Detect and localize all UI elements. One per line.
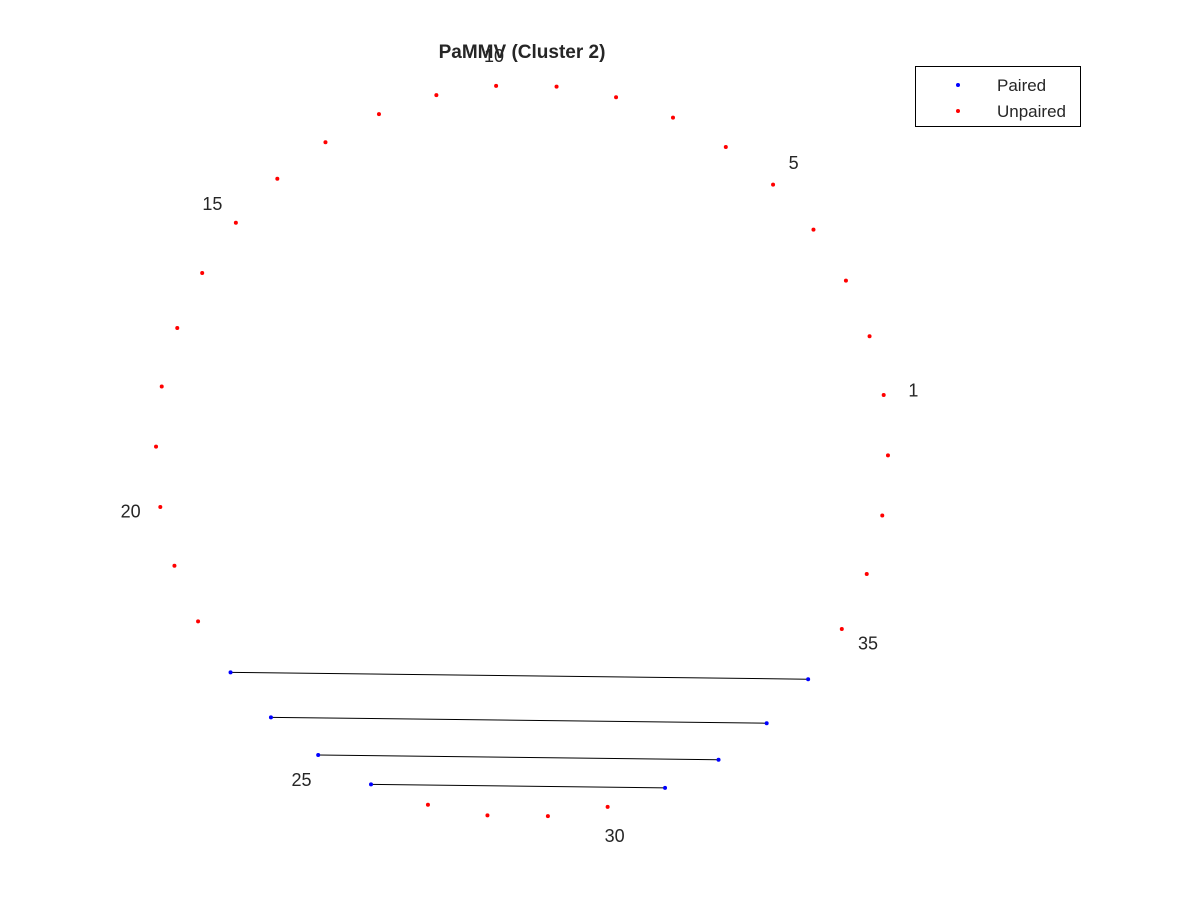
pair-line-26-31 bbox=[371, 783, 666, 789]
nucleotide-point-11 bbox=[434, 93, 439, 98]
nucleotide-point-23 bbox=[228, 670, 233, 675]
nucleotide-point-27 bbox=[425, 802, 430, 807]
nucleotide-point-20 bbox=[158, 504, 163, 509]
nucleotide-point-21 bbox=[172, 563, 177, 568]
position-label-15: 15 bbox=[202, 194, 222, 214]
nucleotide-point-31 bbox=[663, 785, 668, 790]
nucleotide-point-37 bbox=[880, 513, 885, 518]
legend-marker-unpaired bbox=[956, 109, 960, 113]
chart-title: PaMMV (Cluster 2) bbox=[439, 42, 606, 63]
nucleotide-point-33 bbox=[764, 721, 769, 726]
nucleotide-point-2 bbox=[867, 334, 872, 339]
legend-marker-paired bbox=[956, 83, 960, 87]
pair-line-25-32 bbox=[318, 754, 719, 761]
nucleotide-point-9 bbox=[554, 84, 559, 89]
pair-line-24-33 bbox=[270, 716, 767, 724]
nucleotide-point-6 bbox=[723, 144, 728, 149]
nucleotide-point-10 bbox=[494, 83, 499, 88]
nucleotide-point-8 bbox=[614, 95, 619, 100]
nucleotide-point-16 bbox=[200, 270, 205, 275]
nucleotide-point-15 bbox=[233, 220, 238, 225]
nucleotide-point-38 bbox=[885, 453, 890, 458]
nucleotide-point-19 bbox=[154, 444, 159, 449]
legend-box bbox=[915, 66, 1081, 127]
nucleotide-point-22 bbox=[196, 619, 201, 624]
nucleotide-point-4 bbox=[811, 227, 816, 232]
legend-label-unpaired: Unpaired bbox=[997, 102, 1066, 121]
nucleotide-point-24 bbox=[268, 715, 273, 720]
legend: Paired Unpaired bbox=[915, 66, 1081, 127]
nucleotide-point-28 bbox=[485, 813, 490, 818]
nucleotide-point-14 bbox=[275, 176, 280, 181]
nucleotide-point-26 bbox=[369, 782, 374, 787]
nucleotide-point-12 bbox=[376, 112, 381, 117]
position-label-20: 20 bbox=[121, 502, 141, 522]
position-label-30: 30 bbox=[605, 826, 625, 846]
nucleotide-point-7 bbox=[670, 115, 675, 120]
nucleotide-point-1 bbox=[881, 393, 886, 398]
nucleotide-point-17 bbox=[175, 326, 180, 331]
nucleotide-point-32 bbox=[716, 757, 721, 762]
position-label-1: 1 bbox=[908, 380, 918, 400]
nucleotide-point-3 bbox=[843, 278, 848, 283]
position-label-25: 25 bbox=[291, 770, 311, 790]
nucleotide-point-5 bbox=[771, 182, 776, 187]
position-label-35: 35 bbox=[858, 634, 878, 654]
nucleotide-point-34 bbox=[806, 677, 811, 682]
position-label-5: 5 bbox=[789, 153, 799, 173]
legend-label-paired: Paired bbox=[997, 76, 1046, 95]
nucleotide-point-36 bbox=[864, 571, 869, 576]
nucleotide-point-25 bbox=[316, 753, 321, 758]
nucleotide-point-30 bbox=[605, 804, 610, 809]
nucleotide-point-29 bbox=[545, 814, 550, 819]
pair-line-23-34 bbox=[230, 671, 809, 680]
nucleotide-point-35 bbox=[839, 627, 844, 632]
position-label-10: 10 bbox=[484, 46, 504, 66]
nucleotide-points bbox=[154, 83, 890, 819]
pair-lines bbox=[230, 671, 809, 789]
nucleotide-point-18 bbox=[159, 384, 164, 389]
nucleotide-point-13 bbox=[323, 140, 328, 145]
